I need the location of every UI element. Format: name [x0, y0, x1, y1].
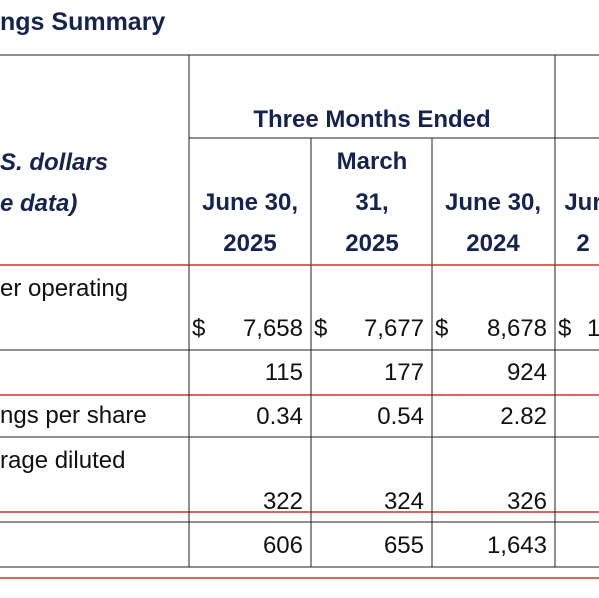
column-header: 31, [355, 189, 388, 216]
currency-symbol: $ [435, 315, 448, 342]
cell-value: 322 [263, 488, 303, 515]
cell-value: 177 [384, 359, 424, 386]
column-header: 2025 [345, 230, 398, 257]
cell-value: 1,643 [487, 532, 547, 559]
row-label: rage diluted [0, 447, 125, 474]
rules [0, 54, 599, 579]
cell-value: 324 [384, 488, 424, 515]
row-label: ngs per share [0, 402, 147, 429]
currency-symbol: $ [314, 315, 327, 342]
cell-value: 0.54 [377, 403, 424, 430]
column-header: June 30, [445, 189, 541, 216]
cell-value: 0.34 [256, 403, 303, 430]
cell-value: 1 [587, 315, 599, 342]
column-header: 2024 [466, 230, 520, 257]
cell-value: 7,658 [243, 315, 303, 342]
cell-value: 8,678 [487, 315, 547, 342]
column-header: March [337, 148, 408, 175]
column-header: 2 [576, 230, 589, 257]
currency-symbol: $ [192, 315, 205, 342]
stub-header: e data) [0, 190, 77, 217]
cell-value: 655 [384, 532, 424, 559]
column-header: 2025 [223, 230, 276, 257]
column-header: June 30, [202, 189, 298, 216]
title: ngs Summary [0, 8, 165, 36]
cell-value: 924 [507, 359, 547, 386]
cell-value: 7,677 [364, 315, 424, 342]
cell-value: 606 [263, 532, 303, 559]
cell-value: 326 [507, 488, 547, 515]
group-header: Three Months Ended [253, 106, 490, 133]
row-label: er operating [0, 275, 128, 302]
cell-value: 115 [265, 359, 303, 386]
column-header: Jur [564, 189, 599, 216]
cell-value: 2.82 [500, 403, 547, 430]
stub-header: S. dollars [0, 149, 108, 176]
currency-symbol: $ [558, 315, 571, 342]
